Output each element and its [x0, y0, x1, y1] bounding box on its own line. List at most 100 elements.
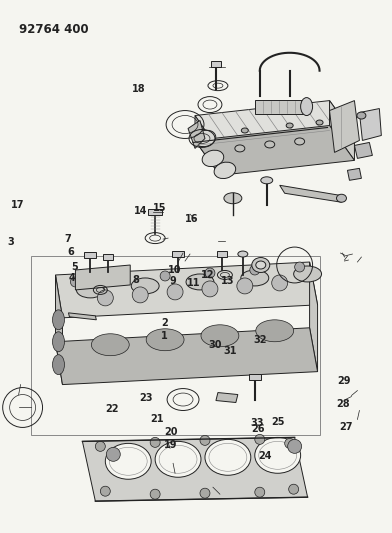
Ellipse shape [255, 438, 301, 473]
Polygon shape [354, 142, 372, 158]
Text: 25: 25 [271, 417, 285, 427]
Circle shape [106, 447, 120, 461]
Text: 28: 28 [336, 399, 350, 409]
Text: 11: 11 [187, 278, 201, 288]
Circle shape [285, 438, 295, 448]
Ellipse shape [295, 138, 305, 145]
Text: 22: 22 [105, 404, 119, 414]
Circle shape [100, 486, 110, 496]
Text: 12: 12 [201, 270, 214, 280]
Ellipse shape [238, 251, 248, 257]
Ellipse shape [91, 334, 129, 356]
Circle shape [160, 271, 170, 281]
Polygon shape [280, 185, 341, 202]
Text: 92764 400: 92764 400 [19, 23, 88, 36]
Ellipse shape [76, 282, 104, 298]
Ellipse shape [357, 112, 366, 119]
Polygon shape [56, 262, 318, 318]
Polygon shape [56, 275, 62, 385]
Ellipse shape [224, 193, 242, 204]
Text: 23: 23 [140, 393, 153, 403]
Text: 9: 9 [169, 277, 176, 286]
Circle shape [202, 281, 218, 297]
Text: 20: 20 [164, 427, 178, 437]
Text: 17: 17 [11, 200, 25, 211]
Circle shape [295, 262, 305, 272]
Text: 8: 8 [132, 275, 139, 285]
Circle shape [95, 441, 105, 451]
Polygon shape [82, 438, 308, 501]
Text: 32: 32 [254, 335, 267, 345]
Ellipse shape [146, 329, 184, 351]
Polygon shape [330, 101, 359, 152]
Text: 27: 27 [340, 422, 353, 432]
Polygon shape [195, 101, 354, 152]
Ellipse shape [294, 266, 321, 282]
Polygon shape [359, 109, 381, 141]
Bar [103, 254, 113, 260]
Circle shape [200, 488, 210, 498]
Text: 26: 26 [251, 424, 265, 434]
Text: 6: 6 [67, 247, 74, 257]
Bar [172, 251, 184, 257]
Text: 10: 10 [167, 265, 181, 275]
Circle shape [115, 274, 125, 284]
Ellipse shape [205, 439, 251, 475]
Circle shape [288, 439, 301, 454]
Ellipse shape [53, 310, 64, 330]
Ellipse shape [53, 332, 64, 352]
Polygon shape [195, 116, 220, 175]
Bar [31, 256, 319, 435]
Circle shape [200, 435, 210, 446]
Ellipse shape [186, 274, 214, 290]
Text: 30: 30 [208, 340, 221, 350]
Text: 3: 3 [8, 237, 15, 247]
Text: 13: 13 [221, 276, 235, 286]
Text: 15: 15 [153, 203, 167, 213]
Ellipse shape [194, 130, 216, 147]
Ellipse shape [202, 150, 224, 167]
Text: 33: 33 [251, 418, 264, 428]
Text: 14: 14 [134, 206, 148, 216]
Ellipse shape [286, 123, 293, 128]
Circle shape [255, 487, 265, 497]
Ellipse shape [105, 443, 151, 479]
Text: 1: 1 [161, 330, 168, 341]
Circle shape [237, 278, 253, 294]
Ellipse shape [261, 177, 273, 184]
Ellipse shape [155, 441, 201, 477]
Bar [255, 100, 303, 114]
Text: 4: 4 [69, 273, 76, 282]
Circle shape [97, 290, 113, 306]
Text: 18: 18 [132, 84, 146, 94]
Ellipse shape [214, 162, 236, 179]
Ellipse shape [131, 278, 159, 294]
Ellipse shape [301, 98, 312, 116]
Text: 21: 21 [150, 414, 164, 424]
Circle shape [150, 438, 160, 447]
Text: 31: 31 [223, 346, 237, 356]
Circle shape [71, 277, 80, 287]
Ellipse shape [265, 141, 275, 148]
Text: 19: 19 [164, 440, 178, 450]
Circle shape [272, 275, 288, 291]
Bar [148, 209, 162, 215]
Polygon shape [75, 265, 130, 290]
Circle shape [150, 489, 160, 499]
Ellipse shape [336, 194, 347, 202]
Circle shape [250, 265, 260, 275]
Text: 16: 16 [185, 214, 199, 224]
Polygon shape [310, 262, 318, 372]
Polygon shape [69, 313, 96, 320]
Ellipse shape [201, 325, 239, 346]
Bar [249, 374, 261, 379]
Circle shape [132, 287, 148, 303]
Circle shape [255, 434, 265, 445]
Text: 7: 7 [64, 235, 71, 245]
Polygon shape [216, 392, 238, 402]
Text: 29: 29 [338, 376, 351, 386]
Polygon shape [56, 328, 318, 385]
Ellipse shape [256, 320, 294, 342]
Text: 2: 2 [161, 318, 168, 328]
Ellipse shape [252, 257, 270, 272]
